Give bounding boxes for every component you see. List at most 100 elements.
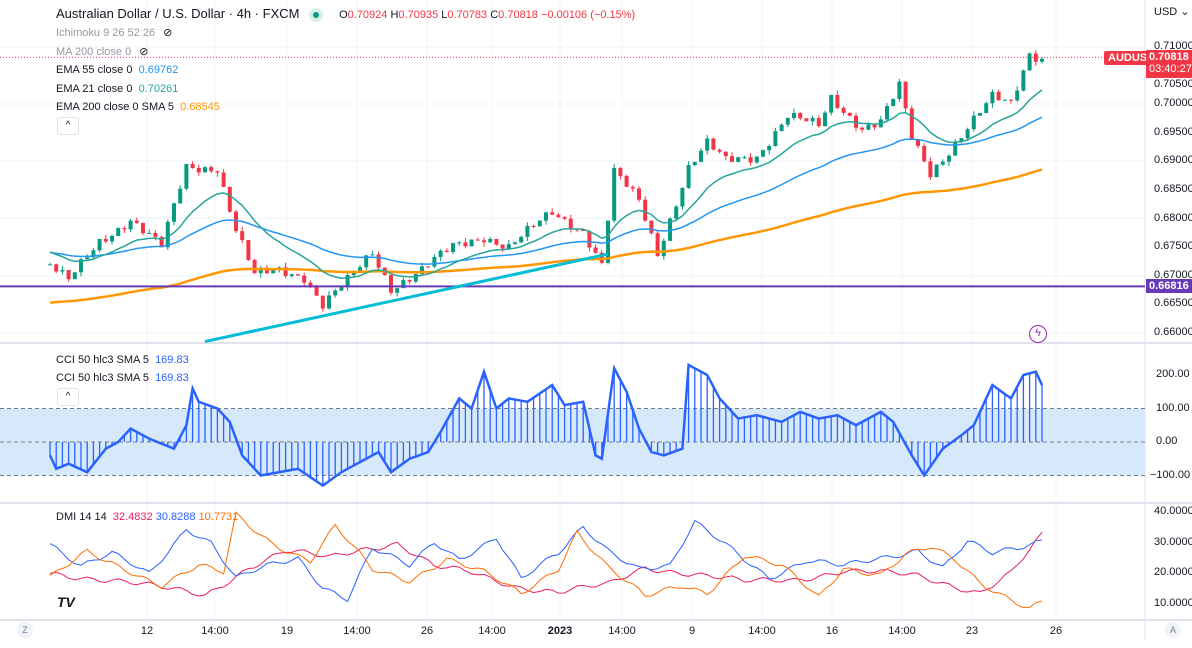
candle [110, 235, 114, 242]
price-axis-tick: 0.70500 [1154, 78, 1192, 90]
candle [575, 229, 579, 231]
candle [97, 238, 102, 251]
candle [302, 275, 307, 283]
candle [699, 150, 703, 162]
candle [909, 108, 914, 140]
cci-axis-tick: 200.00 [1156, 368, 1190, 380]
tradingview-logo[interactable]: TV [57, 594, 75, 610]
candle [779, 124, 784, 132]
candle [60, 270, 65, 272]
time-axis-label: 14:00 [478, 625, 506, 637]
legend-ema200[interactable]: EMA 200 close 0 SMA 5 0.68545 [56, 101, 220, 113]
candle [196, 168, 201, 173]
time-axis-label: 23 [965, 625, 979, 637]
candle [333, 290, 338, 296]
cci-line [48, 362, 1044, 488]
candle [996, 91, 1001, 101]
eye-hidden-icon[interactable]: ⊘ [139, 46, 149, 58]
candle [717, 149, 722, 152]
ema21-value: 0.70261 [138, 83, 179, 95]
dmi-axis-tick: 30.0000 [1154, 535, 1192, 548]
candle [389, 275, 393, 293]
candle [85, 257, 90, 260]
candle [500, 244, 505, 249]
legend-cci-2[interactable]: CCI 50 hlc3 SMA 5 169.83 [56, 372, 189, 384]
candle [147, 232, 152, 234]
candle [190, 164, 195, 169]
candle [897, 81, 902, 99]
candle [488, 238, 493, 243]
legend-ma200[interactable]: MA 200 close 0 ⊘ [56, 46, 149, 58]
candle [804, 118, 809, 122]
legend-ichimoku[interactable]: Ichimoku 9 26 52 26 ⊘ [56, 27, 173, 39]
candle [451, 243, 455, 253]
symbol-price-tag: AUDUSD [1104, 51, 1160, 65]
time-axis-label: 14:00 [608, 625, 636, 637]
lightning-icon[interactable]: ϟ [1029, 325, 1047, 343]
candle [271, 269, 276, 274]
candle [141, 222, 145, 234]
symbol-legend: Australian Dollar / U.S. Dollar · 4h · F… [56, 6, 635, 22]
candle [618, 167, 623, 177]
candle [599, 252, 604, 263]
candle [426, 266, 431, 268]
candle [209, 167, 214, 172]
symbol-title[interactable]: Australian Dollar / U.S. Dollar · 4h · F… [56, 6, 300, 21]
candle [649, 220, 654, 234]
cci-axis-tick: 0.00 [1156, 435, 1178, 447]
candle [66, 270, 71, 280]
candle [730, 156, 734, 162]
legend-cci-1[interactable]: CCI 50 hlc3 SMA 5 169.83 [56, 354, 189, 366]
candle [327, 295, 331, 309]
price-axis-tick: 0.70000 [1154, 97, 1192, 110]
candle [413, 274, 418, 282]
price-axis-tick: 0.69500 [1154, 125, 1192, 138]
candle [568, 218, 573, 230]
candle [823, 112, 827, 127]
timezone-button[interactable]: Z [17, 622, 33, 638]
price-axis-tick: 0.66000 [1154, 326, 1192, 338]
candle [351, 271, 356, 276]
candle [457, 242, 462, 244]
dmi-adx-line [49, 532, 1043, 597]
auto-scale-button[interactable]: A [1165, 622, 1181, 638]
candle [816, 118, 821, 127]
time-axis-label: 26 [420, 625, 434, 637]
ema200-value: 0.68545 [180, 101, 220, 113]
candle [48, 264, 52, 266]
time-axis-label: 16 [825, 625, 839, 637]
candle [72, 272, 77, 280]
candle [984, 103, 989, 113]
hline-price-tag: 0.66816 [1146, 279, 1192, 293]
currency-selector[interactable]: USD ⌄ [1154, 6, 1190, 18]
ema200-line [49, 168, 1043, 304]
candle [655, 233, 660, 257]
candle [1027, 53, 1032, 71]
candle [612, 167, 617, 221]
ohlc-values: O0.70924 H0.70935 L0.70783 C0.70818 −0.0… [339, 9, 636, 21]
candle [1015, 90, 1020, 101]
candle [885, 106, 889, 120]
candle [829, 94, 834, 113]
candle [773, 131, 778, 147]
candle [240, 231, 245, 241]
candle [711, 138, 716, 150]
candle [1002, 99, 1007, 101]
candle [438, 250, 443, 257]
candle [922, 145, 927, 162]
time-axis-label: 26 [1049, 625, 1063, 637]
legend-ema21[interactable]: EMA 21 close 0 0.70261 [56, 83, 179, 95]
collapse-cci-legend-button[interactable]: ^ [57, 388, 79, 406]
legend-dmi[interactable]: DMI 14 14 32.4832 30.8288 10.7731 [56, 511, 239, 523]
legend-ema55[interactable]: EMA 55 close 0 0.69762 [56, 64, 179, 76]
candle [444, 250, 449, 253]
candle [544, 212, 548, 221]
ema55-value: 0.69762 [138, 64, 179, 76]
candle [401, 280, 406, 289]
candle [661, 240, 666, 257]
eye-hidden-icon[interactable]: ⊘ [163, 27, 173, 39]
collapse-legend-button[interactable]: ^ [57, 117, 79, 135]
candle [475, 239, 480, 241]
